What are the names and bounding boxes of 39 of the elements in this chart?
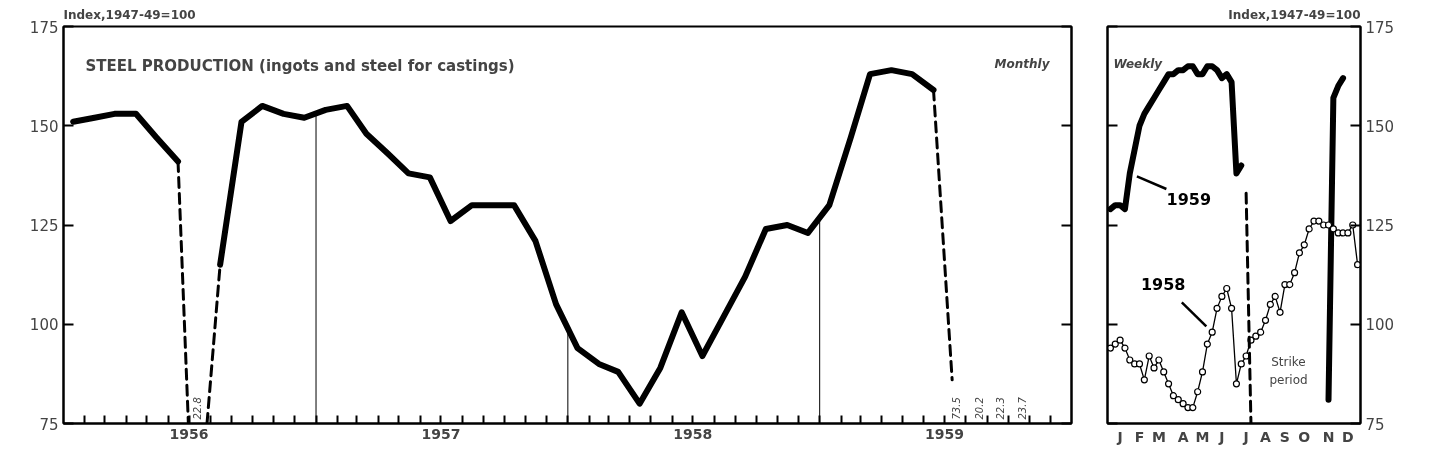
- annotation: 20.2: [973, 397, 985, 420]
- x-tick-label: 1956: [169, 425, 209, 442]
- y-axis-title: Index,1947-49=100: [63, 7, 196, 22]
- annotation: Monthly: [994, 56, 1051, 71]
- annotation: 73.5: [950, 397, 962, 420]
- x-tick-label: 1959: [925, 425, 965, 442]
- x-tick-label: J: [1242, 428, 1249, 445]
- series-label: 1958: [1140, 275, 1186, 295]
- annotation: Strike period: [1269, 355, 1308, 388]
- y-axis-title: Index,1947-49=100: [1228, 7, 1361, 22]
- x-tick-label: S: [1279, 428, 1290, 445]
- x-tick-label: A: [1177, 428, 1189, 445]
- x-tick-label: D: [1342, 428, 1354, 445]
- y-tick-label: 175: [29, 18, 59, 37]
- x-tick-label: 1957: [421, 425, 461, 442]
- annotation: Weekly: [1113, 56, 1164, 71]
- x-tick-label: M: [1151, 428, 1166, 445]
- legend-label: 1959: [1166, 189, 1212, 209]
- y-tick-label: 125: [1365, 217, 1395, 235]
- y-tick-label: 150: [29, 117, 59, 136]
- annotation: 22.3: [994, 397, 1006, 420]
- annotation: 22.8: [191, 397, 203, 420]
- x-tick-label: A: [1260, 428, 1272, 445]
- y-tick-label: 100: [1365, 316, 1395, 335]
- x-tick-label: M: [1195, 428, 1210, 445]
- y-tick-label: 150: [1365, 117, 1395, 136]
- x-tick-label: N: [1322, 428, 1335, 445]
- annotation: 23.7: [1016, 396, 1028, 420]
- y-tick-label: 125: [29, 217, 59, 235]
- y-tick-label: 75: [1365, 415, 1385, 434]
- y-tick-label: 175: [1365, 18, 1395, 37]
- y-tick-label: 75: [39, 415, 59, 434]
- y-tick-label: 100: [29, 316, 59, 335]
- x-tick-label: J: [1116, 428, 1123, 445]
- x-tick-label: 1958: [673, 425, 713, 442]
- x-tick-label: J: [1218, 428, 1225, 445]
- x-tick-label: O: [1298, 428, 1311, 445]
- x-tick-label: F: [1134, 428, 1145, 445]
- text: STEEL PRODUCTION (ingots and steel for castings): [85, 56, 515, 75]
